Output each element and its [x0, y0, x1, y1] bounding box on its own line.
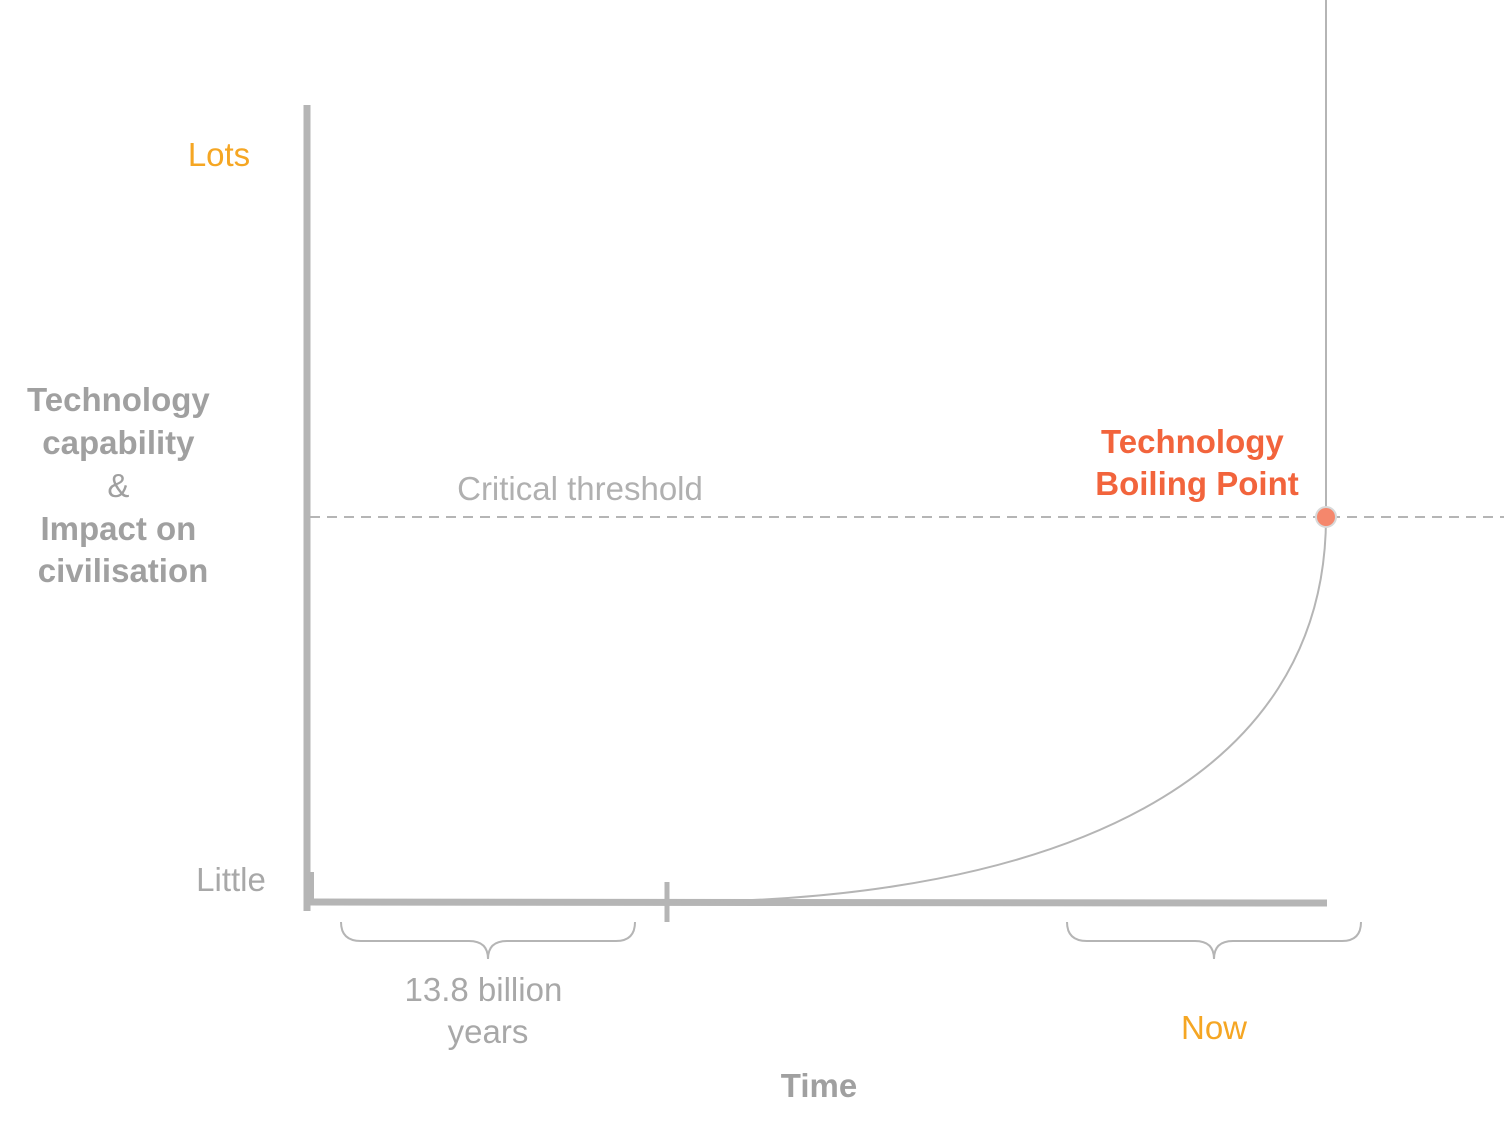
- brace-left-label-line-1: 13.8 billion: [405, 971, 563, 1008]
- brace-13-8-billion-years: [340, 921, 636, 960]
- y-axis-title-line-3: &: [107, 467, 129, 504]
- x-axis-title: Time: [781, 1067, 857, 1104]
- y-axis-title: Technology capability & Impact on civili…: [27, 381, 219, 589]
- brace-left-label: 13.8 billion years: [405, 971, 572, 1050]
- critical-threshold-label: Critical threshold: [457, 470, 703, 507]
- y-axis-title-line-2: capability: [42, 424, 195, 461]
- y-axis-title-line-4: Impact on: [40, 510, 196, 547]
- brace-now: [1066, 921, 1362, 960]
- y-axis-bottom-label: Little: [196, 861, 266, 898]
- y-axis-title-line-1: Technology: [27, 381, 210, 418]
- x-axis-line: [303, 898, 1328, 907]
- boiling-point-label-line-1: Technology: [1101, 423, 1284, 460]
- growth-curve: [669, 0, 1327, 903]
- brace-right-label: Now: [1181, 1009, 1247, 1046]
- boiling-point-marker: [1315, 506, 1337, 528]
- boiling-point-label: Technology Boiling Point: [1095, 423, 1298, 502]
- brace-left-label-line-2: years: [448, 1013, 529, 1050]
- boiling-point-label-line-2: Boiling Point: [1095, 465, 1298, 502]
- y-axis-top-label: Lots: [188, 136, 250, 173]
- y-axis-title-line-5: civilisation: [38, 552, 209, 589]
